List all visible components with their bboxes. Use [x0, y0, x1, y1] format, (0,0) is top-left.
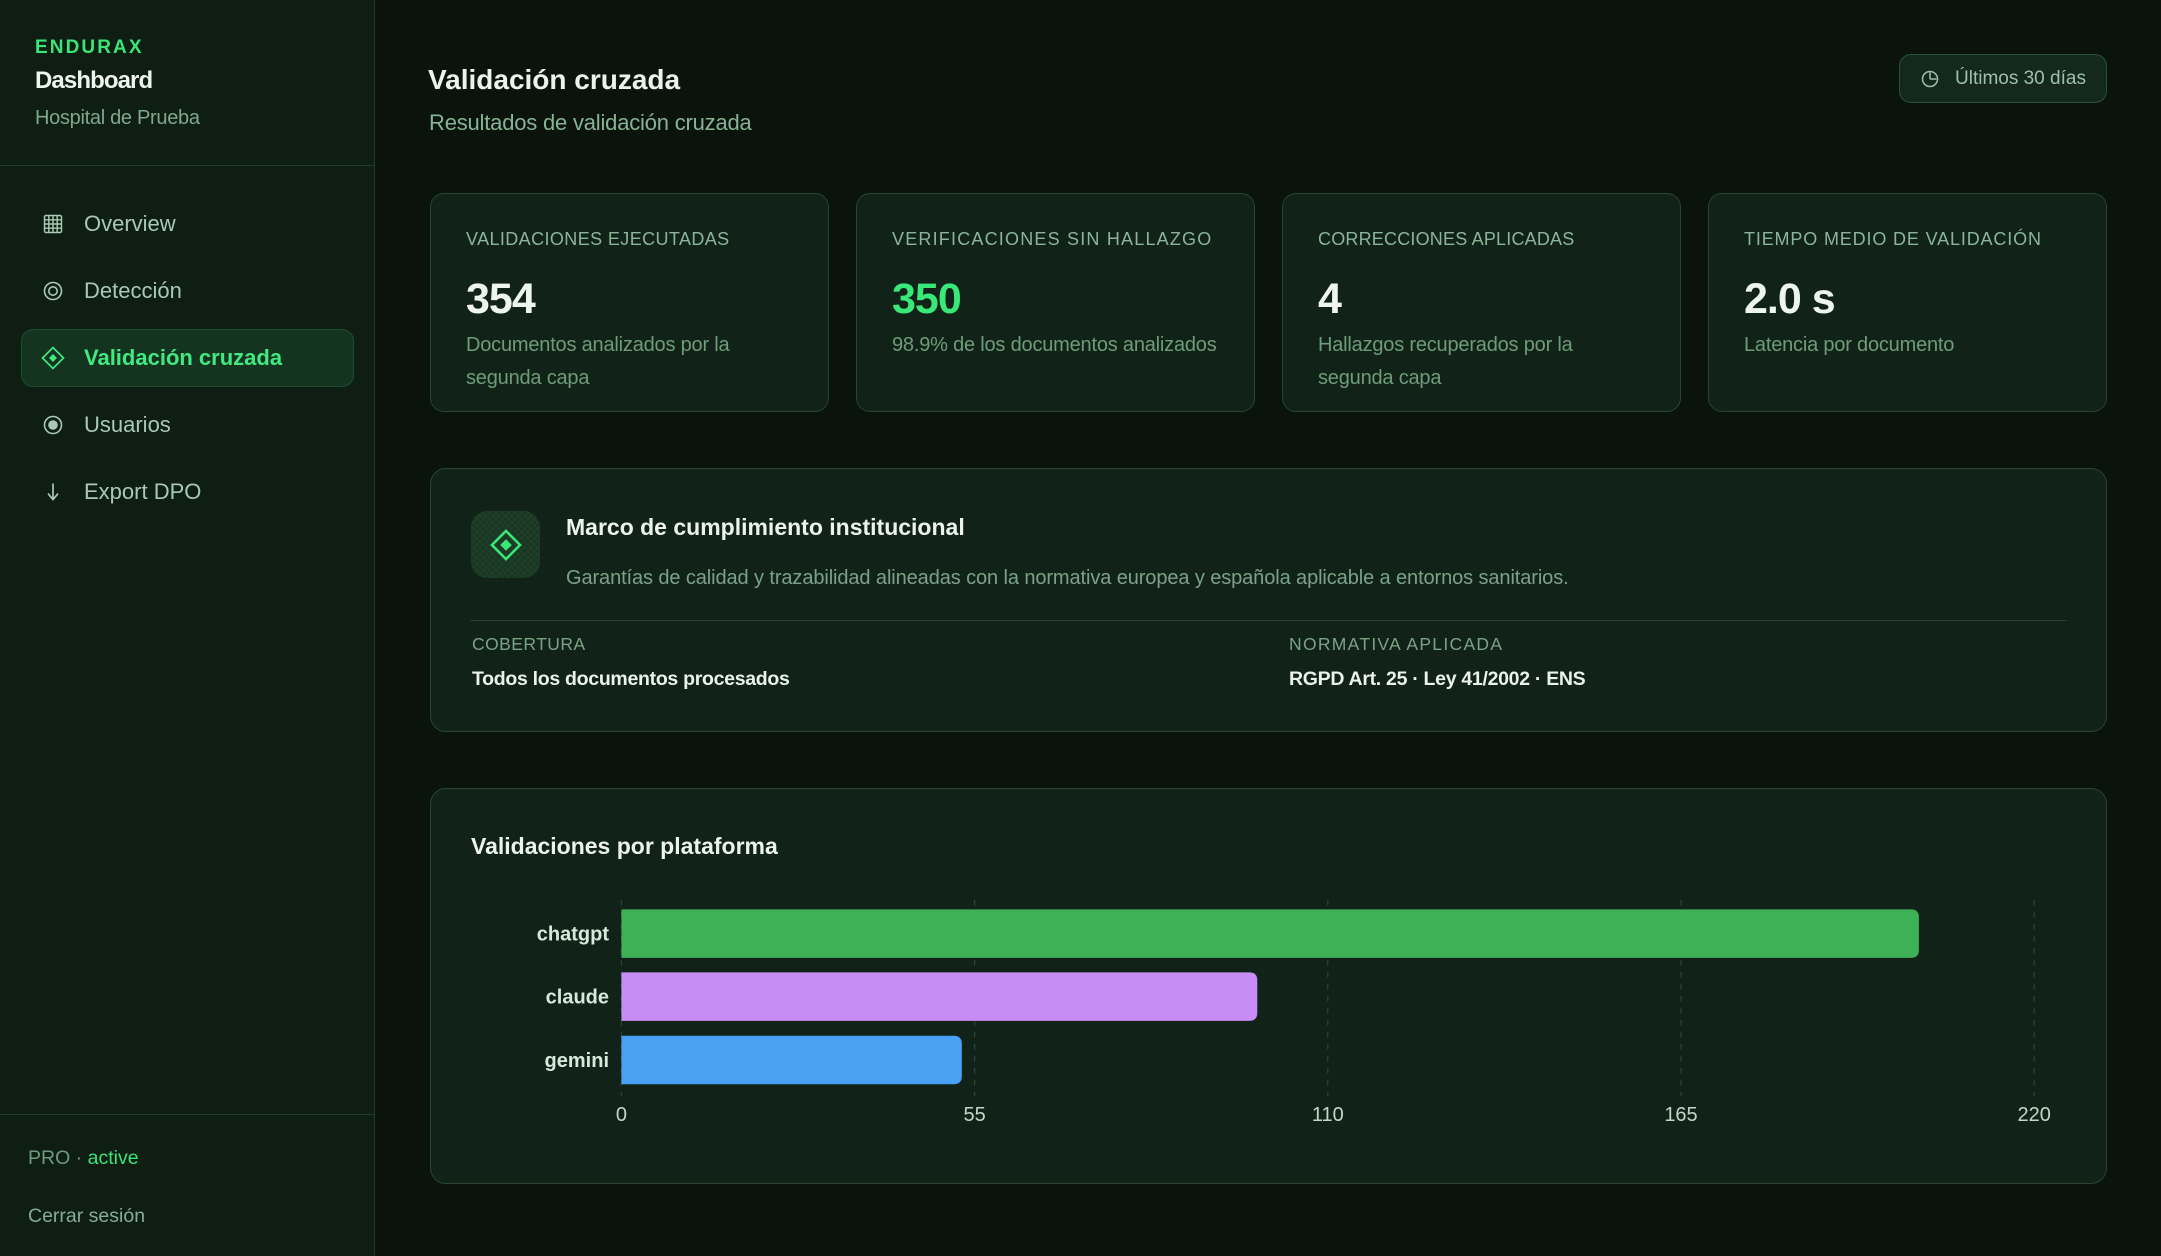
svg-text:165: 165	[1664, 1104, 1697, 1126]
svg-text:220: 220	[2018, 1104, 2051, 1126]
svg-text:chatgpt: chatgpt	[537, 924, 610, 946]
svg-text:0: 0	[616, 1104, 627, 1126]
svg-text:110: 110	[1312, 1104, 1344, 1126]
svg-text:claude: claude	[546, 987, 609, 1009]
svg-text:gemini: gemini	[545, 1050, 609, 1072]
svg-text:55: 55	[963, 1104, 985, 1126]
